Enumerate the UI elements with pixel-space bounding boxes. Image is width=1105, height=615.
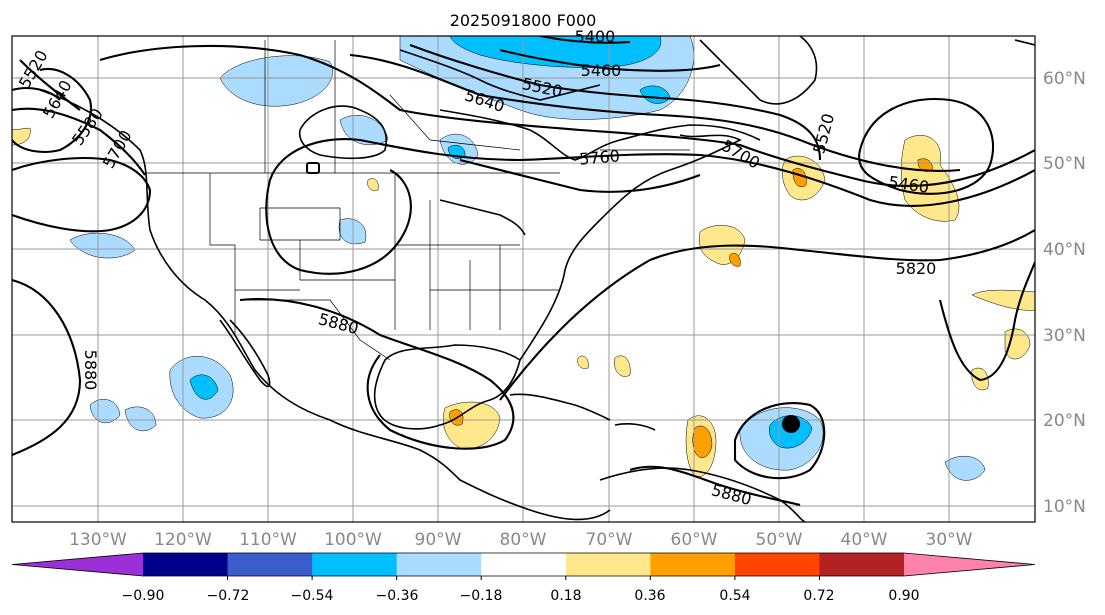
lon-labels: 130°W 120°W 110°W 100°W 90°W 80°W 70°W 6… (69, 530, 973, 550)
contour-5700-west (12, 156, 152, 233)
coast-great-lakes (439, 199, 526, 236)
lon-label: 50°W (756, 530, 803, 550)
coast-greenland (699, 36, 818, 105)
coast-west-na (39, 89, 611, 521)
graticule (12, 36, 1035, 522)
lat-label: 60°N (1043, 69, 1086, 89)
lon-label: 100°W (324, 530, 382, 550)
colorbar-box (734, 553, 820, 576)
colorbar-tick-label: −0.54 (291, 588, 334, 604)
shade-neg-eatl (944, 455, 986, 481)
coast-east-na (519, 134, 742, 361)
colorbar-box (481, 553, 567, 576)
coast-iceland (1014, 39, 1035, 46)
contour-5460-low (858, 98, 995, 195)
coast-hispaniola (614, 423, 656, 431)
contour-5880-west (12, 278, 82, 456)
lon-label: 60°W (671, 530, 718, 550)
map-title: 2025091800 F000 (450, 11, 597, 30)
coast-baja (219, 319, 271, 388)
lat-label: 10°N (1043, 497, 1086, 517)
lat-labels: 60°N 50°N 40°N 30°N 20°N 10°N (1043, 69, 1086, 517)
storm-center-marker (782, 415, 800, 433)
colorbar-box (565, 553, 651, 576)
contour-5640-west (12, 107, 146, 176)
lat-label: 50°N (1043, 154, 1086, 174)
coast-arctic (399, 49, 601, 101)
contour-5880-hurricane (733, 402, 826, 480)
lat-label: 20°N (1043, 411, 1086, 431)
contour-label: 5760 (578, 146, 620, 168)
colorbar-box (396, 553, 482, 576)
shade-neg-pac3 (124, 406, 157, 432)
shade-pos-strong-1 (692, 425, 713, 458)
shade-pos-carib1 (614, 355, 631, 377)
shade-pos-dot1 (367, 178, 379, 191)
contour-5820-east (938, 261, 1035, 382)
shade-neg-strong-4 (189, 374, 219, 400)
shade-neg-strong-1 (449, 36, 662, 68)
colorbar-tick-label: −0.36 (376, 588, 419, 604)
colorbar-tick-label: −0.90 (122, 588, 165, 604)
lon-label: 110°W (239, 530, 297, 550)
shade-neg-hudson (339, 115, 389, 146)
contour-label: 5820 (896, 259, 937, 278)
lat-label: 30°N (1043, 326, 1086, 346)
lat-label: 40°N (1043, 240, 1086, 260)
height-contours (12, 36, 1035, 507)
colorbar-tick-label: −0.18 (460, 588, 503, 604)
lon-label: 120°W (154, 530, 212, 550)
lon-label: 30°W (926, 530, 973, 550)
colorbar-tick-label: 0.72 (803, 588, 834, 604)
contour-5880-south (239, 298, 515, 450)
colorbar-extend-low (12, 553, 143, 576)
contour-5700 (99, 44, 1035, 187)
small-closed-contour (306, 162, 320, 174)
lon-label: 70°W (586, 530, 633, 550)
contour-5760 (269, 138, 1035, 207)
contour-5400 (539, 36, 631, 44)
colorbar-box (650, 553, 736, 576)
contour-label: 5460 (581, 61, 622, 80)
shade-pos-carib2 (577, 355, 589, 369)
contour-5460-west (12, 86, 61, 101)
colorbar-tick-label: 0.90 (888, 588, 919, 604)
lon-label: 90°W (415, 530, 462, 550)
colorbar-box (227, 553, 313, 576)
contour-label: 5880 (81, 350, 100, 391)
contour-5880-storm (629, 465, 801, 507)
coast-gulf (373, 344, 521, 430)
coast-cuba (509, 393, 611, 421)
contour-5580-west (12, 68, 92, 154)
shade-neg-pac1 (69, 233, 136, 259)
contour-5520 (409, 44, 822, 161)
lon-label: 80°W (500, 530, 547, 550)
political-borders (145, 40, 690, 361)
contour-5820 (499, 229, 1035, 401)
lon-label: 40°W (841, 530, 888, 550)
colorbar-tick-label: 0.54 (719, 588, 750, 604)
lon-label: 130°W (69, 530, 127, 550)
contour-5520-west (19, 59, 81, 111)
colorbar-box (143, 553, 229, 576)
colorbar-box (819, 553, 905, 576)
shade-pos-strong-2 (792, 168, 807, 187)
colorbar-tick-label: 0.18 (550, 588, 581, 604)
colorbar-box (312, 553, 398, 576)
coast-south-america (599, 467, 806, 522)
contour-5760-low (265, 169, 412, 275)
contour-5460 (499, 48, 721, 72)
colorbar-outline (11, 552, 1036, 577)
colorbar-tick-label: 0.36 (634, 588, 665, 604)
colorbar-extend-high (904, 553, 1035, 576)
contour-5640 (349, 53, 961, 172)
colorbar-labels: −0.90 −0.72 −0.54 −0.36 −0.18 0.18 0.36 … (122, 588, 920, 604)
coast-hudson (298, 105, 387, 160)
contour-5760-mid (459, 158, 701, 193)
colorbar (11, 552, 1036, 580)
shade-pos-strong-4 (729, 252, 741, 267)
shade-neg-north (219, 55, 333, 107)
map-frame (11, 35, 1036, 523)
colorbar-tick-label: −0.72 (207, 588, 250, 604)
